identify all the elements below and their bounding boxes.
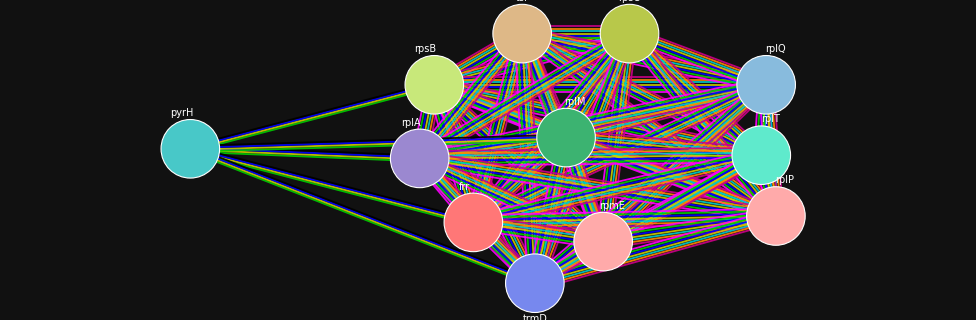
Text: trmD: trmD bbox=[522, 314, 548, 320]
Ellipse shape bbox=[405, 55, 464, 114]
Text: rplM: rplM bbox=[564, 97, 586, 107]
Text: rpmE: rpmE bbox=[599, 201, 625, 211]
Ellipse shape bbox=[537, 108, 595, 167]
Ellipse shape bbox=[732, 126, 791, 184]
Ellipse shape bbox=[600, 4, 659, 63]
Text: rplT: rplT bbox=[760, 114, 780, 124]
Text: rplP: rplP bbox=[775, 175, 794, 185]
Text: rplQ: rplQ bbox=[764, 44, 786, 54]
Text: rpsB: rpsB bbox=[415, 44, 436, 54]
Text: frr: frr bbox=[459, 181, 470, 191]
Ellipse shape bbox=[493, 4, 551, 63]
Text: rpsO: rpsO bbox=[618, 0, 641, 3]
Ellipse shape bbox=[737, 55, 795, 114]
Ellipse shape bbox=[747, 187, 805, 245]
Ellipse shape bbox=[390, 129, 449, 188]
Ellipse shape bbox=[574, 212, 632, 271]
Text: pyrH: pyrH bbox=[170, 108, 193, 118]
Ellipse shape bbox=[506, 254, 564, 312]
Text: rplA: rplA bbox=[401, 117, 421, 127]
Text: tsf: tsf bbox=[516, 0, 528, 3]
Ellipse shape bbox=[161, 119, 220, 178]
Ellipse shape bbox=[444, 193, 503, 252]
